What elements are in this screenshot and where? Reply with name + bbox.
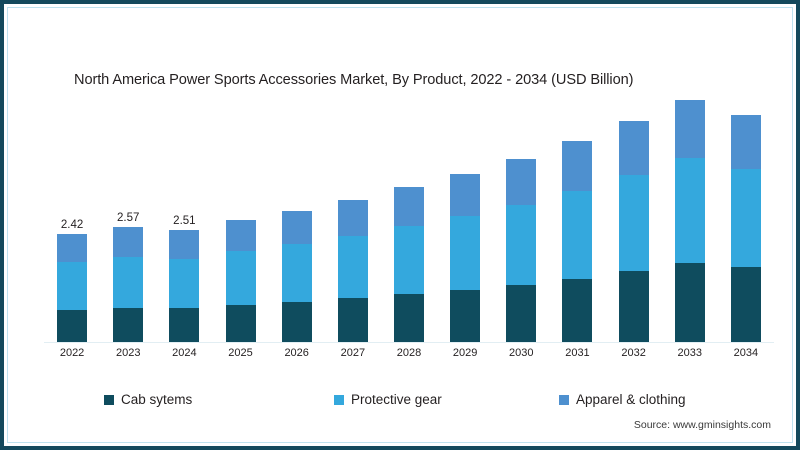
- bar-segment-protective-gear[interactable]: [113, 256, 144, 308]
- bar-segment-cab-sytems[interactable]: [450, 289, 481, 342]
- stacked-bar[interactable]: [337, 200, 368, 342]
- bar-segment-apparel-clothing[interactable]: [674, 100, 705, 159]
- legend-swatch-icon: [559, 394, 569, 405]
- chart-legend: Cab sytems Protective gear Apparel & cloth…: [104, 392, 714, 412]
- bar-segment-cab-sytems[interactable]: [337, 298, 368, 342]
- x-tick-label-2032: 2032: [621, 347, 646, 359]
- x-tick-label-2026: 2026: [284, 347, 309, 359]
- page-title: North America Power Sports Accessories M…: [74, 72, 634, 88]
- bar-group: [674, 100, 705, 342]
- bar-segment-protective-gear[interactable]: [562, 190, 593, 279]
- bar-segment-cab-sytems[interactable]: [562, 278, 593, 342]
- bar-segment-apparel-clothing[interactable]: [337, 200, 368, 236]
- stacked-bar[interactable]: [506, 159, 537, 342]
- bar-segment-cab-sytems[interactable]: [169, 308, 200, 342]
- stacked-bar[interactable]: [562, 141, 593, 342]
- x-tick-label-2027: 2027: [340, 347, 366, 359]
- bar-group: 2.42: [57, 104, 88, 342]
- bar-segment-cab-sytems[interactable]: [506, 284, 537, 342]
- bar-segment-cab-sytems[interactable]: [225, 304, 256, 342]
- legend-label: Cab sytems: [121, 392, 193, 407]
- x-tick-label-2031: 2031: [565, 347, 590, 359]
- stacked-bar[interactable]: [225, 220, 256, 342]
- x-tick-label-2029: 2029: [452, 347, 478, 359]
- bar-segment-protective-gear[interactable]: [506, 204, 537, 285]
- legend-item-apparel-clothing[interactable]: Apparel & clothing: [559, 392, 686, 407]
- stacked-bar[interactable]: [281, 211, 312, 342]
- stacked-bar[interactable]: [618, 121, 649, 342]
- bar-group: [450, 104, 481, 342]
- bar-segment-apparel-clothing[interactable]: [57, 234, 88, 263]
- bar-segment-protective-gear[interactable]: [169, 258, 200, 309]
- legend-item-cab-sytems[interactable]: Cab sytems: [104, 392, 192, 407]
- x-tick-label-2024: 2024: [172, 347, 197, 359]
- bar-segment-protective-gear[interactable]: [225, 250, 256, 305]
- bar-segment-cab-sytems[interactable]: [281, 301, 312, 342]
- x-tick-label-2030: 2030: [509, 347, 534, 359]
- bar-group: [225, 104, 256, 342]
- bar-group: [730, 104, 761, 342]
- bar-group: [337, 104, 368, 342]
- x-axis-tick-labels: 2022 2023 2024 2025 2026 2027 2028 2029 2030 2031…: [44, 347, 774, 365]
- bar-segment-protective-gear[interactable]: [730, 168, 761, 268]
- bar-group: [618, 104, 649, 342]
- bar-group: 2.57: [113, 104, 144, 342]
- bar-segment-apparel-clothing[interactable]: [730, 115, 761, 169]
- x-tick-label-2023: 2023: [115, 347, 141, 359]
- bar-segment-cab-sytems[interactable]: [394, 294, 424, 342]
- legend-swatch-icon: [104, 394, 114, 405]
- bar-segment-cab-sytems[interactable]: [730, 267, 761, 342]
- legend-label: Apparel & clothing: [576, 392, 686, 407]
- bar-segment-protective-gear[interactable]: [394, 226, 424, 295]
- legend-label: Protective gear: [351, 392, 442, 407]
- bar-segment-apparel-clothing[interactable]: [618, 121, 649, 175]
- x-tick-label-2034: 2034: [733, 347, 759, 359]
- bar-group: [506, 104, 537, 342]
- bar-segment-protective-gear[interactable]: [57, 262, 88, 310]
- bar-segment-apparel-clothing[interactable]: [113, 227, 144, 257]
- bar-segment-apparel-clothing[interactable]: [281, 211, 312, 245]
- bar-segment-protective-gear[interactable]: [618, 174, 649, 272]
- x-tick-label-2028: 2028: [396, 347, 422, 359]
- x-tick-label-2033: 2033: [677, 347, 702, 359]
- stacked-bar[interactable]: [394, 187, 424, 342]
- legend-swatch-icon: [334, 394, 344, 405]
- stacked-bar[interactable]: [730, 115, 761, 342]
- stacked-bar[interactable]: [674, 100, 705, 342]
- bar-segment-apparel-clothing[interactable]: [506, 159, 537, 205]
- bar-group: 2.51: [169, 104, 200, 342]
- bar-group: [281, 104, 312, 342]
- bar-segment-apparel-clothing[interactable]: [169, 230, 200, 259]
- source-attribution: Source: www.gminsights.com: [633, 419, 771, 431]
- x-axis-line: [44, 342, 774, 343]
- bar-segment-cab-sytems[interactable]: [57, 309, 88, 342]
- bar-segment-protective-gear[interactable]: [674, 158, 705, 264]
- bar-segment-apparel-clothing[interactable]: [394, 187, 424, 226]
- bar-segment-protective-gear[interactable]: [337, 235, 368, 299]
- bar-group: [394, 104, 424, 342]
- stacked-bar[interactable]: [169, 230, 200, 342]
- legend-item-protective-gear[interactable]: Protective gear: [334, 392, 442, 407]
- bar-segment-protective-gear[interactable]: [281, 244, 312, 302]
- stacked-bar[interactable]: [57, 234, 88, 342]
- bar-segment-cab-sytems[interactable]: [674, 263, 705, 342]
- stacked-bar[interactable]: [450, 174, 481, 342]
- plot-area: 2.42 2.57 2.51: [44, 100, 774, 342]
- stacked-bar[interactable]: [113, 227, 144, 342]
- bar-value-label: 2.51: [173, 215, 196, 227]
- x-tick-label-2022: 2022: [59, 347, 85, 359]
- bar-segment-cab-sytems[interactable]: [618, 271, 649, 342]
- bar-group: [562, 104, 593, 342]
- bar-segment-apparel-clothing[interactable]: [450, 174, 481, 217]
- bar-segment-protective-gear[interactable]: [450, 216, 481, 290]
- bar-segment-cab-sytems[interactable]: [113, 307, 144, 342]
- bar-value-label: 2.42: [60, 219, 84, 231]
- bar-segment-apparel-clothing[interactable]: [225, 220, 256, 251]
- bar-value-label: 2.57: [117, 212, 140, 224]
- bar-segment-apparel-clothing[interactable]: [562, 141, 593, 191]
- x-tick-label-2025: 2025: [228, 347, 253, 359]
